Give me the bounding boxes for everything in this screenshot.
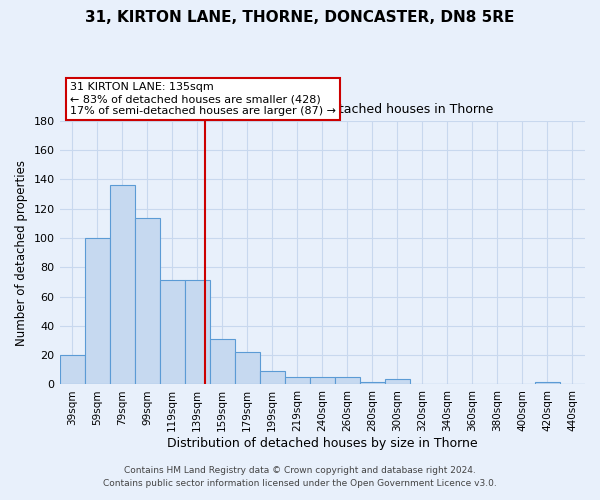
Bar — [285, 377, 310, 384]
Text: 31 KIRTON LANE: 135sqm
← 83% of detached houses are smaller (428)
17% of semi-de: 31 KIRTON LANE: 135sqm ← 83% of detached… — [70, 82, 336, 116]
Bar — [160, 280, 185, 384]
Y-axis label: Number of detached properties: Number of detached properties — [15, 160, 28, 346]
Text: Contains HM Land Registry data © Crown copyright and database right 2024.
Contai: Contains HM Land Registry data © Crown c… — [103, 466, 497, 487]
Bar — [185, 280, 209, 384]
Bar — [335, 377, 360, 384]
Bar — [360, 382, 385, 384]
Bar — [134, 218, 160, 384]
Bar — [110, 186, 134, 384]
Bar — [235, 352, 260, 384]
Text: 31, KIRTON LANE, THORNE, DONCASTER, DN8 5RE: 31, KIRTON LANE, THORNE, DONCASTER, DN8 … — [85, 10, 515, 25]
Bar — [209, 339, 235, 384]
Bar — [310, 377, 335, 384]
Bar — [535, 382, 560, 384]
Bar — [59, 355, 85, 384]
Bar — [385, 378, 410, 384]
Title: Size of property relative to detached houses in Thorne: Size of property relative to detached ho… — [152, 102, 493, 116]
X-axis label: Distribution of detached houses by size in Thorne: Distribution of detached houses by size … — [167, 437, 478, 450]
Bar — [260, 372, 285, 384]
Bar — [85, 238, 110, 384]
